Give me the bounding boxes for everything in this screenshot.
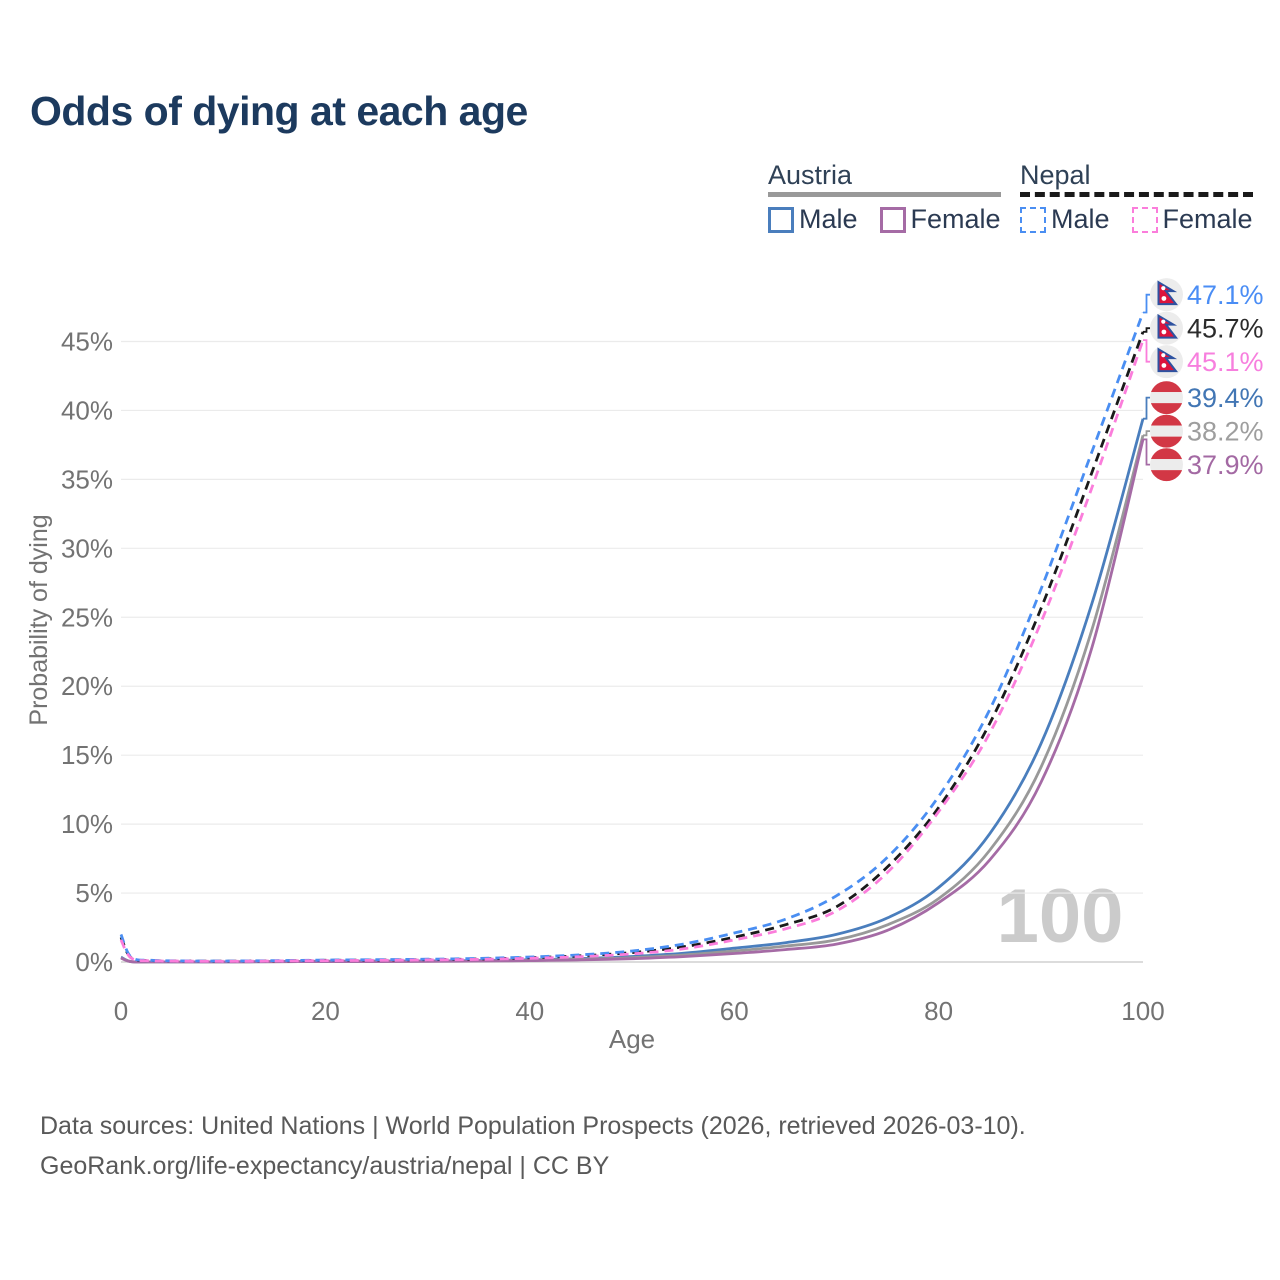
- nepal-male-swatch: [1020, 206, 1046, 233]
- nepal-male-label: Male: [1051, 204, 1110, 234]
- series-line-nepal-all[interactable]: [119, 331, 1145, 963]
- austria-female-label: Female: [910, 204, 1001, 234]
- austria-solid-line-swatch: [768, 192, 1001, 197]
- legend-group-austria: Austria Male Female: [768, 160, 1001, 233]
- austria-flag-icon: [1150, 414, 1183, 448]
- x-tick-label: 0: [114, 996, 128, 1026]
- y-tick-label: 30%: [61, 533, 113, 563]
- x-tick-label: 60: [720, 996, 749, 1026]
- legend-austria-country-label[interactable]: Austria: [768, 160, 853, 190]
- nepal-flag-icon: [1150, 311, 1183, 345]
- end-value-label-austria-all: 38.2%: [1187, 417, 1264, 447]
- footer-data-sources: Data sources: United Nations | World Pop…: [40, 1112, 1026, 1140]
- label-leader-line: [1143, 430, 1150, 437]
- nepal-female-swatch: [1131, 206, 1158, 233]
- legend-nepal-country-label[interactable]: Nepal: [1020, 160, 1091, 190]
- series-line-austria-female[interactable]: [120, 439, 1145, 964]
- label-leader-line: [1143, 293, 1150, 314]
- y-tick-label: 40%: [61, 395, 113, 425]
- legend-group-nepal: Nepal Male Female: [1020, 160, 1253, 233]
- y-tick-label: 25%: [61, 602, 113, 632]
- series-line-austria-all[interactable]: [120, 434, 1145, 964]
- x-tick-label: 80: [924, 996, 953, 1026]
- end-label-group-nepal-female[interactable]: 45.1%: [1143, 339, 1264, 379]
- x-tick-label: 40: [515, 996, 544, 1026]
- y-tick-label: 20%: [61, 671, 113, 701]
- end-value-label-nepal-male: 47.1%: [1187, 280, 1264, 310]
- chart-footer: Data sources: United Nations | World Pop…: [40, 1106, 1026, 1186]
- end-value-label-nepal-all: 45.7%: [1187, 314, 1264, 344]
- label-leader-line: [1143, 339, 1150, 363]
- austria-male-swatch: [768, 206, 794, 233]
- legend-item-nepal-male[interactable]: Male: [1020, 206, 1110, 233]
- y-tick-label: 15%: [61, 740, 113, 770]
- end-label-group-austria-male[interactable]: 39.4%: [1143, 381, 1264, 420]
- y-tick-label: 0%: [75, 947, 113, 977]
- nepal-dashed-line-swatch: [1020, 192, 1253, 197]
- end-value-label-austria-male: 39.4%: [1187, 383, 1264, 413]
- end-label-group-austria-female[interactable]: 37.9%: [1143, 438, 1264, 482]
- nepal-female-label: Female: [1162, 204, 1253, 234]
- series-line-nepal-female[interactable]: [119, 339, 1145, 963]
- end-label-group-nepal-all[interactable]: 45.7%: [1143, 311, 1264, 345]
- series-line-austria-male[interactable]: [120, 418, 1145, 964]
- label-leader-line: [1143, 396, 1150, 420]
- y-axis-title: Probability of dying: [25, 514, 53, 725]
- hover-age-watermark: 100: [997, 874, 1124, 959]
- legend-item-nepal-female[interactable]: Female: [1131, 204, 1253, 234]
- austria-flag-icon: [1150, 381, 1183, 415]
- austria-flag-icon: [1150, 448, 1183, 482]
- x-tick-label: 20: [311, 996, 340, 1026]
- y-tick-label: 10%: [61, 809, 113, 839]
- austria-male-label: Male: [799, 204, 858, 234]
- nepal-flag-icon: [1150, 345, 1183, 379]
- label-leader-line: [1143, 438, 1150, 466]
- x-axis-title: Age: [609, 1024, 655, 1054]
- chart-title: Odds of dying at each age: [30, 88, 528, 134]
- end-label-group-nepal-male[interactable]: 47.1%: [1143, 278, 1264, 314]
- legend-item-austria-male[interactable]: Male: [768, 206, 858, 233]
- legend-item-austria-female[interactable]: Female: [879, 204, 1001, 234]
- label-leader-line: [1143, 327, 1150, 333]
- nepal-flag-icon: [1150, 278, 1183, 312]
- y-tick-label: 35%: [61, 464, 113, 494]
- series-line-nepal-male[interactable]: [119, 312, 1145, 963]
- end-label-group-austria-all[interactable]: 38.2%: [1143, 414, 1264, 449]
- end-value-label-nepal-female: 45.1%: [1187, 347, 1264, 377]
- end-value-label-austria-female: 37.9%: [1187, 450, 1264, 480]
- y-tick-label: 45%: [61, 327, 113, 357]
- footer-attribution-link: GeoRank.org/life-expectancy/austria/nepa…: [40, 1152, 610, 1180]
- austria-female-swatch: [879, 206, 906, 233]
- y-tick-label: 5%: [75, 878, 113, 908]
- x-tick-label: 100: [1121, 996, 1164, 1026]
